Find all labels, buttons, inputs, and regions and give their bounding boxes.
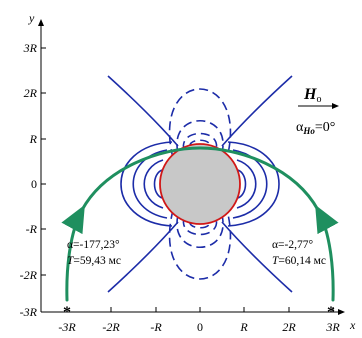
- y-axis-label: y: [28, 11, 35, 25]
- y-tick-label: -3R: [20, 305, 38, 319]
- y-tick-label: 2R: [24, 86, 38, 100]
- axes: [38, 19, 345, 315]
- field-line-diagonal-ur: [221, 75, 293, 147]
- field-line-diagonal-ll: [107, 221, 179, 293]
- y-tick-label: -R: [26, 222, 38, 236]
- start-marker-right: *: [327, 304, 335, 321]
- x-tick-label: 3R: [325, 320, 340, 334]
- trajectory-left-period: T=59,43 мс: [67, 255, 121, 267]
- field-line-top-3: [176, 120, 224, 154]
- start-marker-left: *: [63, 304, 71, 321]
- x-tick-labels: -3R -2R -R 0 R 2R 3R: [58, 320, 340, 334]
- field-line-bottom-4: [168, 209, 232, 280]
- field-line-right-4: [227, 141, 280, 227]
- field-line-bottom-3: [176, 214, 224, 248]
- field-line-right-2: [236, 159, 257, 209]
- field-label: Ho: [303, 86, 321, 105]
- field-line-diagonal-ul: [107, 75, 179, 147]
- field-line-top-2: [182, 132, 218, 151]
- field-line-bottom-2: [182, 217, 218, 236]
- field-line-left-2: [143, 159, 164, 209]
- trajectory-right-top: [198, 146, 320, 212]
- y-tick-label: -2R: [20, 268, 38, 282]
- field-line-left-1: [153, 169, 163, 199]
- trajectory-left-top: [61, 146, 202, 235]
- y-tick-label: 3R: [23, 41, 38, 55]
- x-axis-label: x: [349, 318, 356, 332]
- y-tick-labels: 3R 2R R 0 -R -2R -3R: [20, 41, 38, 319]
- y-tick-label: 0: [31, 177, 37, 191]
- x-tick-label: 2R: [282, 320, 296, 334]
- y-tick-label: R: [29, 132, 38, 146]
- x-tick-label: -R: [150, 320, 162, 334]
- trajectory-left-alpha: α=-177,23°: [67, 239, 120, 251]
- field-line-left-4: [120, 141, 173, 227]
- x-tick-label: R: [239, 320, 248, 334]
- x-tick-label: -3R: [58, 320, 76, 334]
- trajectory-right-period: T=60,14 мс: [272, 255, 326, 267]
- trajectory-right-alpha: α=-2,77°: [272, 239, 313, 251]
- field-line-top-4: [168, 88, 232, 159]
- field-line-diagonal-lr: [221, 221, 293, 293]
- sphere: [159, 143, 241, 225]
- field-angle-label: αHo=0°: [296, 120, 335, 136]
- trajectory-right: [315, 204, 339, 302]
- x-tick-label: -2R: [102, 320, 120, 334]
- x-tick-label: 0: [197, 320, 203, 334]
- field-line-right-1: [237, 169, 247, 199]
- trajectories: [61, 146, 339, 302]
